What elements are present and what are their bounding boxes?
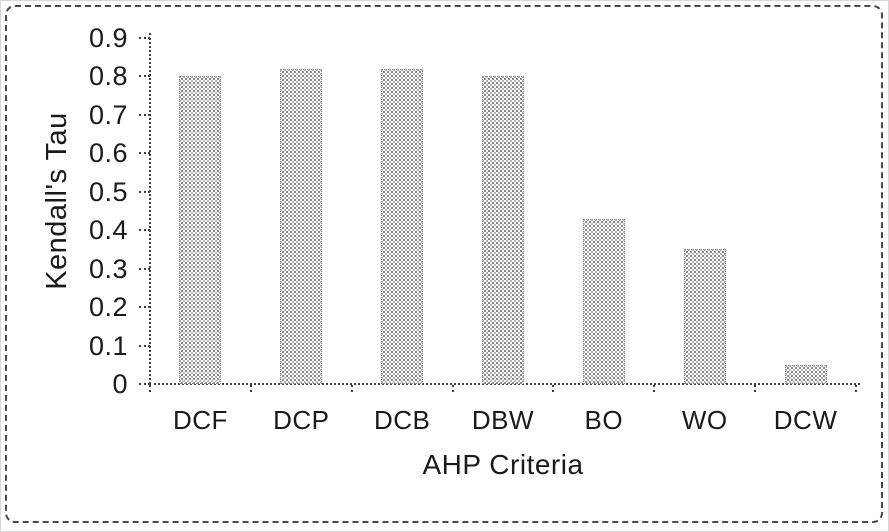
x-axis-line [149, 383, 860, 385]
y-tick-label: 0.1 [88, 330, 128, 361]
y-tick [139, 383, 150, 385]
x-axis-title: AHP Criteria [422, 449, 584, 480]
x-category-label: DBW [471, 405, 535, 435]
y-tick [139, 344, 150, 347]
bar [381, 68, 424, 384]
y-tick-label: 0.4 [88, 215, 128, 246]
y-tick-label: 0.8 [88, 61, 128, 92]
x-tick [552, 385, 555, 392]
x-tick [451, 385, 454, 392]
x-category-label: DCF [172, 405, 228, 435]
bar [784, 364, 827, 384]
x-category-label: DCW [773, 405, 838, 435]
y-tick [139, 267, 150, 270]
y-tick-label: 0.7 [88, 99, 128, 130]
y-tick-label: 0.6 [88, 138, 128, 169]
x-category-label: DCP [273, 405, 330, 435]
y-tick [139, 75, 150, 78]
bar [582, 218, 625, 384]
x-tick [754, 385, 757, 392]
x-category-label: DCB [373, 405, 431, 435]
y-tick-label: 0.9 [88, 23, 128, 53]
y-tick-label: 0.5 [88, 176, 128, 207]
y-axis-line [149, 33, 151, 384]
x-category-label: WO [681, 405, 728, 435]
y-tick [139, 229, 150, 232]
y-tick [139, 113, 150, 116]
y-tick [139, 152, 150, 155]
x-tick [149, 385, 151, 392]
bar [683, 249, 726, 384]
x-tick [653, 385, 656, 392]
y-tick [139, 306, 150, 309]
x-tick [249, 385, 252, 392]
x-category-label: BO [584, 405, 624, 435]
bar [482, 76, 524, 384]
figure-border [5, 5, 883, 523]
y-tick-label: 0 [112, 369, 128, 399]
y-tick [139, 190, 150, 193]
y-tick [139, 37, 150, 39]
x-tick [855, 385, 857, 392]
x-tick [350, 385, 353, 392]
y-tick-label: 0.2 [88, 292, 128, 323]
y-tick-label: 0.3 [88, 253, 128, 284]
bar [179, 76, 222, 384]
bar [280, 68, 323, 384]
